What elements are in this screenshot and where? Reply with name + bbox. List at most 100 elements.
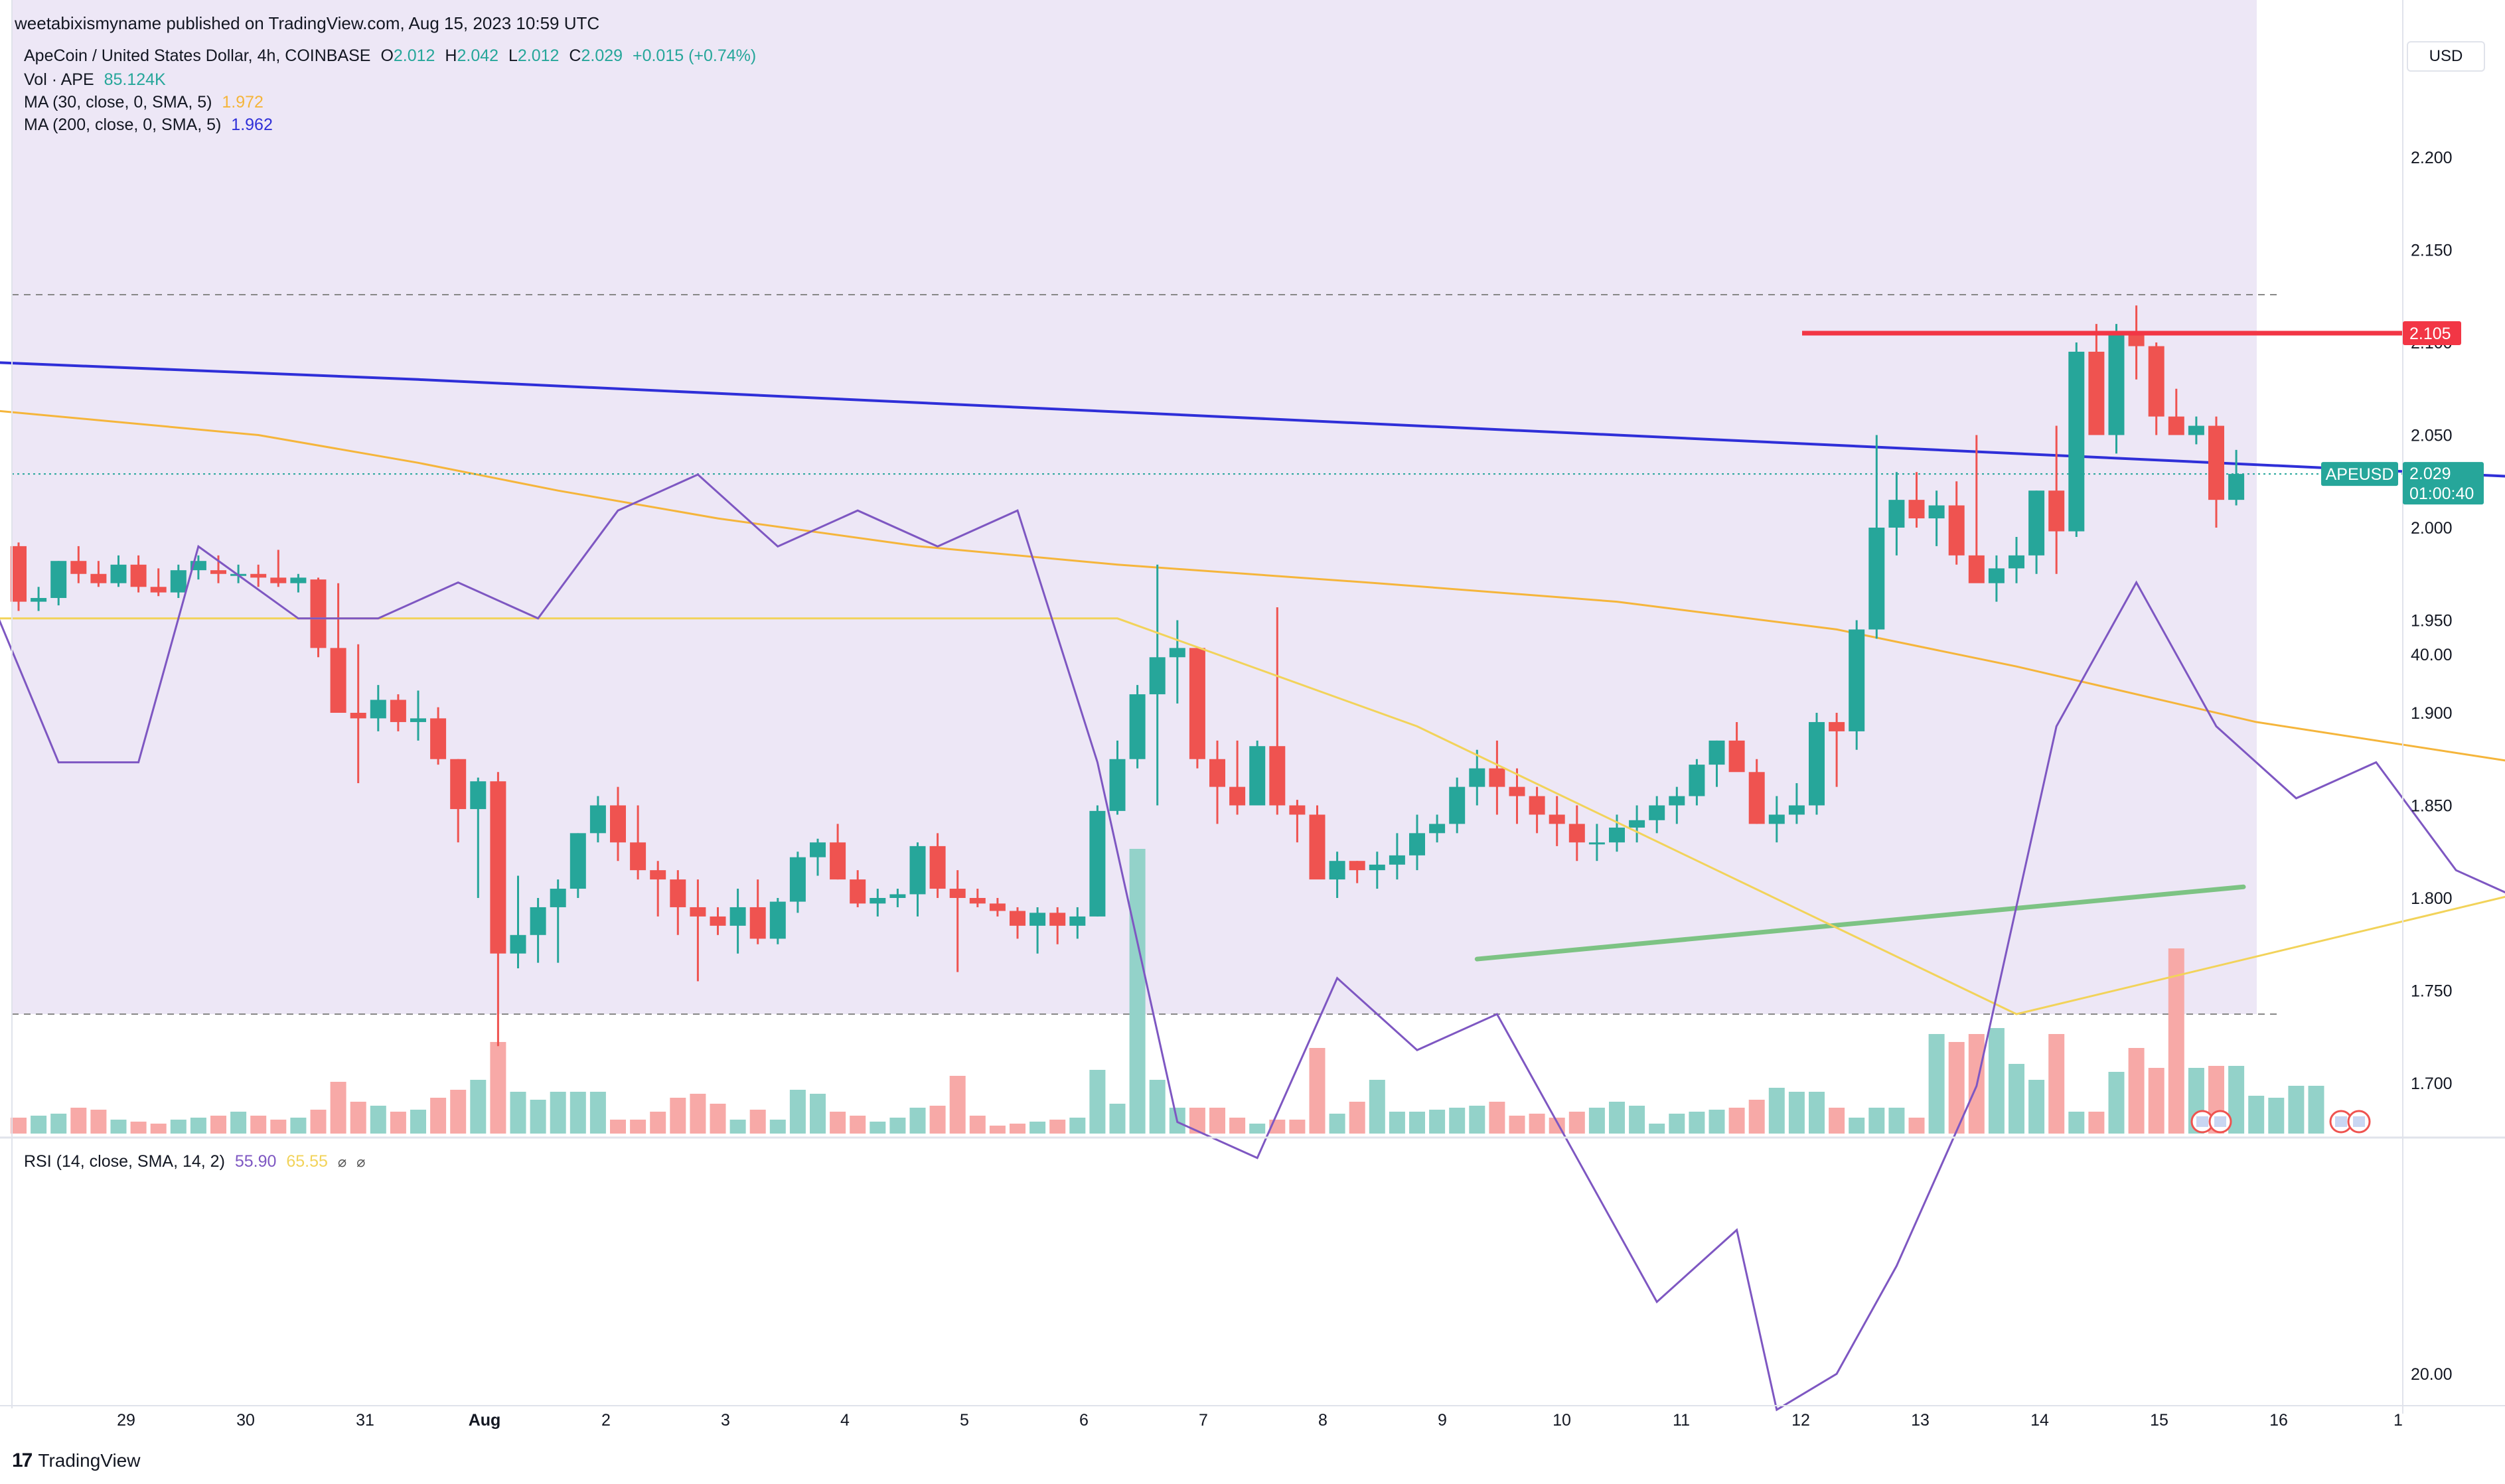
- volume-bar: [1708, 1110, 1725, 1134]
- volume-bar: [1988, 1028, 2005, 1134]
- candle-body: [1409, 833, 1425, 855]
- candle-body: [2148, 346, 2164, 417]
- open-label: O2.012: [380, 46, 435, 65]
- candle-body: [1948, 505, 1965, 556]
- time-tick-label: 9: [1438, 1411, 1447, 1430]
- rsi-tick-label: 40.00: [2411, 646, 2453, 664]
- candle-body: [1669, 796, 1685, 806]
- volume-bar: [749, 1110, 766, 1134]
- time-tick-label: Aug: [469, 1411, 501, 1430]
- candle-body: [769, 901, 786, 939]
- candle-body: [1349, 861, 1365, 871]
- ma200-value: 1.962: [231, 115, 273, 134]
- candle-body: [550, 889, 566, 907]
- publisher-line: weetabixismyname published on TradingVie…: [15, 13, 600, 33]
- volume-bar: [1849, 1118, 1865, 1134]
- price-tick-label: 2.050: [2411, 427, 2453, 445]
- candle-body: [1329, 861, 1345, 880]
- volume-bar: [410, 1110, 426, 1134]
- volume-bar: [1588, 1108, 1605, 1134]
- candle-body: [510, 934, 526, 954]
- volume-bar: [1449, 1108, 1466, 1134]
- rsi-line: [0, 473, 2505, 1412]
- candle-body: [1209, 759, 1225, 787]
- candle-body: [1089, 810, 1106, 917]
- rsi-label: RSI (14, close, SMA, 14, 2): [24, 1152, 225, 1171]
- candle-body: [1109, 759, 1126, 811]
- candle-body: [1029, 913, 1046, 926]
- candle-body: [1748, 772, 1765, 824]
- candle-body: [650, 870, 666, 880]
- candle-body: [1069, 916, 1086, 926]
- price-tick-label: 1.750: [2411, 982, 2453, 1001]
- volume-bar: [1809, 1092, 1825, 1134]
- volume-bar: [1309, 1048, 1326, 1134]
- volume-bar: [1568, 1112, 1585, 1134]
- volume-bar: [1049, 1120, 1066, 1134]
- trend-lines[interactable]: [1474, 331, 2403, 962]
- volume-bar: [810, 1094, 826, 1134]
- volume-bar: [1329, 1114, 1345, 1134]
- candle-body: [1809, 721, 1825, 806]
- event-icons[interactable]: [2190, 1110, 2371, 1134]
- candle-body: [1149, 657, 1166, 695]
- candle-body: [2128, 333, 2145, 346]
- candle-body: [430, 718, 447, 759]
- tradingview-brand[interactable]: 17 TradingView: [12, 1449, 140, 1472]
- volume-bar: [1649, 1124, 1665, 1134]
- candle-body: [2168, 416, 2184, 435]
- volume-bar: [1289, 1120, 1306, 1134]
- candle-body: [749, 907, 766, 939]
- volume-bar: [650, 1112, 666, 1134]
- volume-bar: [190, 1118, 206, 1134]
- volume-bar: [1908, 1118, 1925, 1134]
- price-tick-label: 1.950: [2411, 612, 2453, 631]
- candle-body: [2028, 490, 2045, 556]
- candle-body: [690, 907, 706, 917]
- candle-body: [390, 700, 406, 722]
- candle-body: [1988, 568, 2005, 583]
- flag-icon: [2214, 1116, 2226, 1127]
- volume-bar: [1489, 1102, 1505, 1134]
- volume-bar: [2248, 1096, 2265, 1134]
- candle-body: [450, 759, 467, 810]
- volume-bar: [1868, 1108, 1885, 1134]
- last-price-text: 2.029: [2409, 465, 2451, 483]
- volume-bar: [2068, 1112, 2085, 1134]
- candle-body: [1788, 805, 1805, 815]
- volume-bar: [1609, 1102, 1625, 1134]
- candle-body: [909, 846, 926, 895]
- candle-body: [530, 907, 546, 935]
- candle-body: [929, 846, 946, 889]
- price-tick-label: 1.850: [2411, 797, 2453, 816]
- time-tick-label: 30: [236, 1411, 255, 1430]
- candle-body: [1609, 827, 1625, 843]
- ma30-line: [0, 409, 2505, 762]
- currency-selector[interactable]: USD: [2407, 41, 2485, 72]
- volume-bar: [11, 1118, 27, 1134]
- volume-bar: [2268, 1098, 2285, 1134]
- volume-bar: [2048, 1034, 2065, 1134]
- volume-bar: [310, 1110, 327, 1134]
- candle-body: [170, 570, 187, 593]
- candle-body: [1529, 796, 1545, 815]
- volume-bar: [270, 1120, 287, 1134]
- candle-body: [1129, 694, 1146, 759]
- rsi-sma-line: [0, 617, 2505, 1015]
- candle-body: [90, 573, 107, 583]
- candle-body: [810, 842, 826, 857]
- ma30-value: 1.972: [222, 93, 264, 111]
- candle-body: [250, 573, 267, 578]
- candle-body: [1269, 746, 1286, 806]
- volume-bar: [1768, 1088, 1785, 1134]
- symbol-tag-text: APEUSD: [2326, 465, 2394, 484]
- volume-bar: [1629, 1106, 1645, 1134]
- volume-bar: [150, 1124, 167, 1134]
- price-tick-label: 2.000: [2411, 519, 2453, 538]
- candle-body: [1888, 500, 1905, 528]
- candle-body: [1169, 648, 1185, 658]
- main-legend: ApeCoin / United States Dollar, 4h, COIN…: [24, 46, 761, 66]
- flag-icon: [2196, 1116, 2208, 1127]
- high-label: H2.042: [445, 46, 499, 65]
